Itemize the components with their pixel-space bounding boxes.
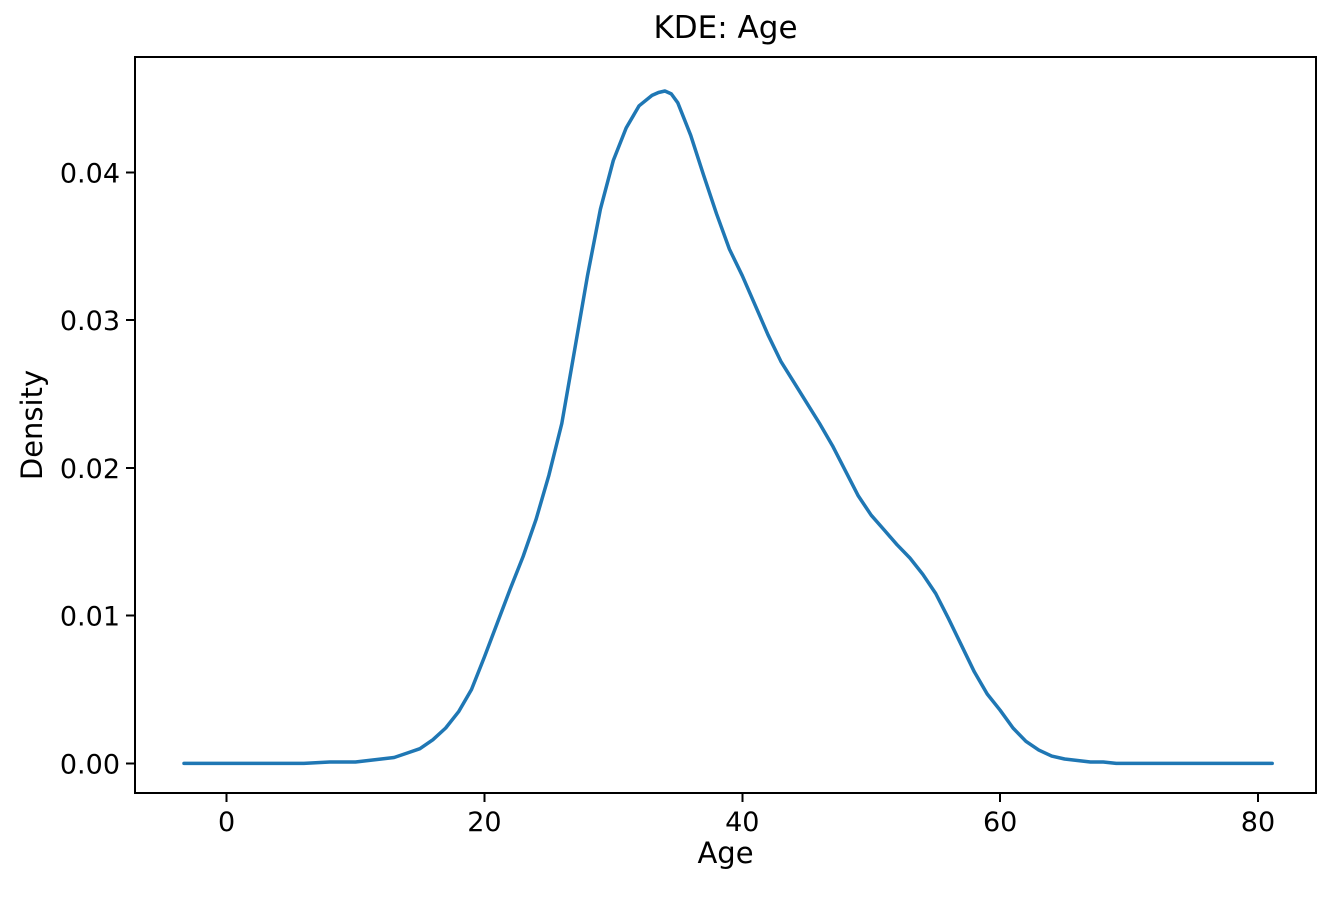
x-tick-label: 0 [218, 807, 235, 838]
y-axis-label: Density [15, 369, 49, 481]
y-tick-label: 0.00 [60, 749, 120, 780]
y-tick-label: 0.02 [60, 454, 120, 485]
x-tick-label: 20 [467, 807, 501, 838]
chart-title: KDE: Age [653, 10, 798, 46]
x-tick-label: 60 [983, 807, 1017, 838]
x-tick-label: 80 [1241, 807, 1275, 838]
plot-border [134, 56, 1317, 794]
kde-curve [182, 89, 1274, 766]
y-tick-label: 0.04 [60, 158, 120, 189]
x-axis-label: Age [697, 836, 754, 870]
x-tick-label: 40 [725, 807, 759, 838]
y-tick-label: 0.01 [60, 602, 120, 633]
y-tick-label: 0.03 [60, 306, 120, 337]
